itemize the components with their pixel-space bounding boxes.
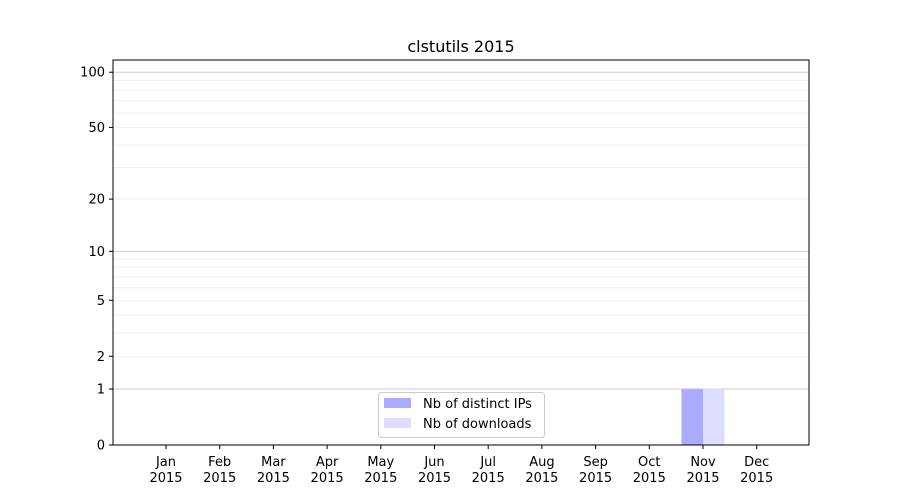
x-tick-label: Mar 2015 [257,455,290,486]
x-tick-label: Nov 2015 [686,455,719,486]
y-tick-label: 10 [88,245,105,260]
y-tick-label: 20 [88,193,105,208]
legend-box [378,392,545,438]
y-tick-label: 2 [97,350,105,365]
x-tick-label: Sep 2015 [579,455,612,486]
x-tick-label: Jun 2015 [418,455,451,486]
bar-downloads [703,389,725,445]
x-tick-label: Jan 2015 [149,455,182,486]
y-tick-label: 50 [88,121,105,136]
legend-swatch [384,398,411,408]
x-axis: Jan 2015 Feb 2015 Mar 2015 Apr 2015 May 2015 Jun 20… [149,445,773,486]
x-tick-label: May 2015 [364,455,397,486]
gridlines [113,71,809,390]
y-axis: 0 1 2 5 10 20 50 100 [80,66,113,454]
y-tick-label: 100 [80,66,105,81]
y-tick-label: 5 [97,294,105,309]
bar-distinct-ips [681,389,703,445]
legend: Nb of distinct IPs Nb of downloads [378,392,545,438]
x-tick-label: Jul 2015 [472,455,505,486]
x-tick-label: Feb 2015 [203,455,236,486]
chart-title: clstutils 2015 [407,37,514,56]
legend-label: Nb of distinct IPs [423,397,532,412]
legend-swatch [384,418,411,428]
x-tick-label: Aug 2015 [525,455,558,486]
x-tick-label: Dec 2015 [740,455,773,486]
bars [681,389,725,445]
y-tick-label: 1 [97,383,105,398]
plot-frame [112,59,810,446]
y-tick-label: 0 [97,439,105,454]
x-tick-label: Apr 2015 [311,455,344,486]
legend-label: Nb of downloads [423,417,532,432]
x-tick-label: Oct 2015 [633,455,666,486]
